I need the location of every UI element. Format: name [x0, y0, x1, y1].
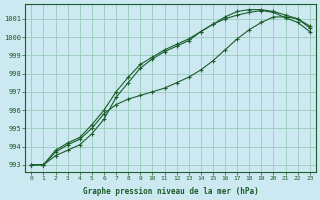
X-axis label: Graphe pression niveau de la mer (hPa): Graphe pression niveau de la mer (hPa) [83, 187, 259, 196]
